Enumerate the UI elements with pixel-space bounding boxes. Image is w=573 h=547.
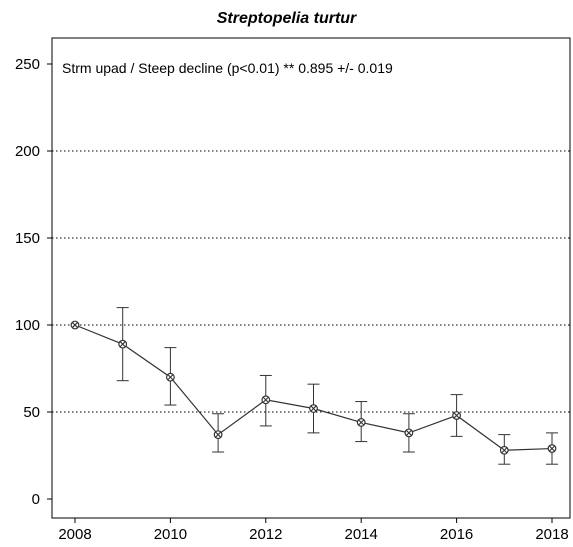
data-point-cross — [310, 405, 317, 412]
x-tick-label: 2014 — [345, 526, 378, 543]
data-point-cross — [358, 419, 365, 426]
y-tick-label: 150 — [15, 230, 40, 247]
data-point — [547, 444, 557, 453]
data-point — [70, 320, 80, 330]
data-point — [356, 418, 366, 427]
data-point-cross — [501, 447, 508, 454]
data-point-cross — [215, 431, 222, 438]
data-point-cross — [262, 396, 269, 403]
chart-title: Streptopelia turtur — [216, 10, 357, 27]
y-axis: 0 50 100 150 200 250 — [15, 56, 52, 508]
data-point-cross — [119, 341, 126, 348]
data-point-cross — [548, 445, 556, 452]
x-tick-label: 2018 — [535, 526, 568, 543]
y-tick-label: 100 — [15, 317, 40, 334]
x-tick-label: 2008 — [58, 526, 91, 543]
data-point — [404, 428, 414, 438]
data-point-cross — [167, 374, 174, 381]
x-axis: 2008 2010 2012 2014 2016 2018 — [58, 518, 569, 543]
data-point — [118, 339, 128, 349]
data-point — [499, 445, 509, 455]
data-point — [165, 372, 175, 382]
data-point — [309, 404, 318, 413]
y-tick-label: 200 — [15, 143, 40, 160]
data-point — [261, 395, 271, 405]
y-tick-label: 0 — [32, 491, 40, 508]
data-point — [213, 430, 223, 440]
data-point-cross — [453, 412, 460, 419]
y-tick-label: 250 — [15, 56, 40, 73]
x-tick-label: 2016 — [440, 526, 473, 543]
x-tick-label: 2012 — [249, 526, 282, 543]
data-point-cross — [405, 429, 412, 436]
y-tick-label: 50 — [23, 404, 40, 421]
grid-lines — [52, 150, 570, 413]
data-point-cross — [71, 321, 79, 329]
series-group — [70, 307, 558, 465]
x-tick-label: 2010 — [154, 526, 187, 543]
plot-frame — [51, 37, 571, 519]
data-point — [452, 411, 462, 420]
trend-annotation: Strm upad / Steep decline (p<0.01) ** 0.… — [62, 60, 393, 76]
